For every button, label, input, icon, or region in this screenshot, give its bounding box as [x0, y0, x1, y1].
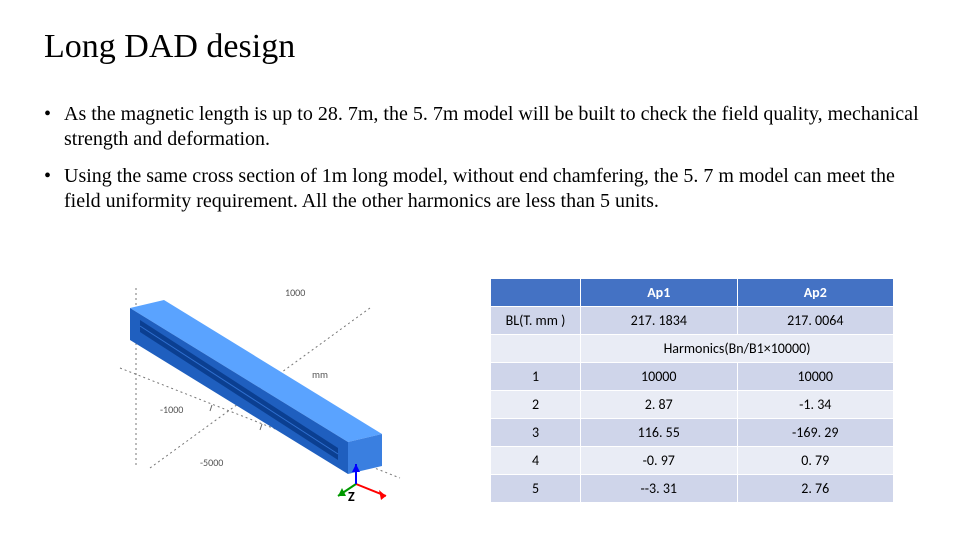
- table-row: Harmonics(Bn/B1×10000): [491, 335, 894, 363]
- harm-ap2: 10000: [737, 363, 894, 391]
- th-blank: [491, 279, 581, 307]
- harm-ap2: 0. 79: [737, 447, 894, 475]
- axis-z-letter: Z: [348, 488, 355, 505]
- bl-ap2: 217. 0064: [737, 307, 894, 335]
- table-row: 2 2. 87 -1. 34: [491, 391, 894, 419]
- axis-x-label: 1000: [285, 286, 305, 299]
- th-ap2: Ap2: [737, 279, 894, 307]
- axis-z-label: -5000: [200, 456, 223, 469]
- harmonics-table: Ap1 Ap2 BL(T. mm ) 217. 1834 217. 0064 H…: [490, 278, 894, 503]
- harmonics-label: Harmonics(Bn/B1×10000): [581, 335, 894, 363]
- bullet-list: As the magnetic length is up to 28. 7m, …: [44, 102, 924, 226]
- bullet-item: Using the same cross section of 1m long …: [44, 164, 924, 214]
- bullet-item: As the magnetic length is up to 28. 7m, …: [44, 102, 924, 152]
- page-title: Long DAD design: [44, 28, 295, 66]
- harm-n: 2: [491, 391, 581, 419]
- harm-ap2: -169. 29: [737, 419, 894, 447]
- blank-cell: [491, 335, 581, 363]
- harm-ap2: 2. 76: [737, 475, 894, 503]
- axis-unit-label: mm: [312, 368, 328, 381]
- table-row: 1 10000 10000: [491, 363, 894, 391]
- harm-ap1: --3. 31: [581, 475, 738, 503]
- bl-label: BL(T. mm ): [491, 307, 581, 335]
- table-row: 4 -0. 97 0. 79: [491, 447, 894, 475]
- harm-ap1: 116. 55: [581, 419, 738, 447]
- harm-n: 1: [491, 363, 581, 391]
- table-row: 5 --3. 31 2. 76: [491, 475, 894, 503]
- harm-ap1: 10000: [581, 363, 738, 391]
- bl-ap1: 217. 1834: [581, 307, 738, 335]
- model-diagram: 1000 mm -1000 -5000: [90, 278, 430, 508]
- table-row: 3 116. 55 -169. 29: [491, 419, 894, 447]
- axis-y-label: -1000: [160, 403, 183, 416]
- harm-ap2: -1. 34: [737, 391, 894, 419]
- th-ap1: Ap1: [581, 279, 738, 307]
- table-row: BL(T. mm ) 217. 1834 217. 0064: [491, 307, 894, 335]
- harm-n: 4: [491, 447, 581, 475]
- harm-ap1: 2. 87: [581, 391, 738, 419]
- harm-ap1: -0. 97: [581, 447, 738, 475]
- harm-n: 3: [491, 419, 581, 447]
- harm-n: 5: [491, 475, 581, 503]
